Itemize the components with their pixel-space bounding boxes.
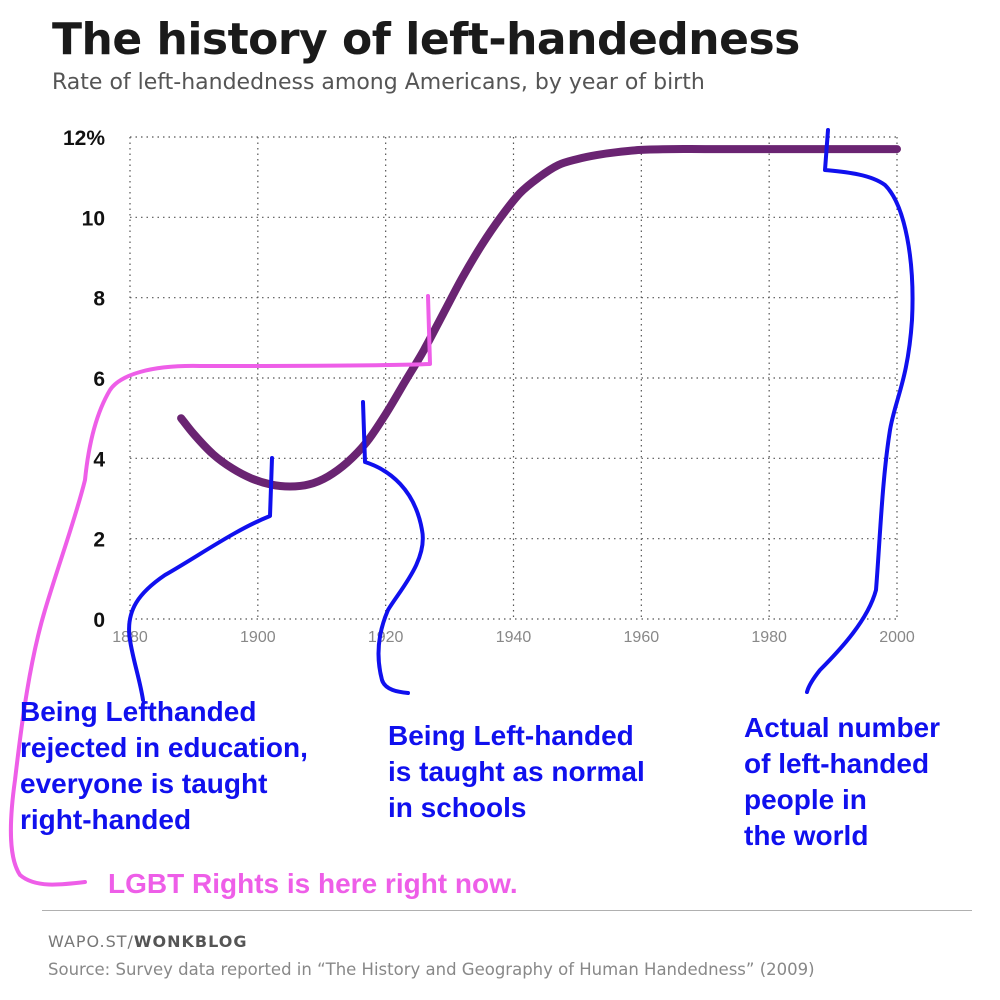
x-axis-tick-labels: 1880 1900 1920 1940 1960 1980 2000 (112, 629, 915, 646)
x-tick-label: 1900 (240, 629, 276, 646)
footer-credit: WAPO.ST/WONKBLOG (48, 932, 247, 951)
x-tick-label: 1980 (751, 629, 787, 646)
footer-divider (42, 910, 972, 911)
blue-bracket-normal (361, 400, 425, 695)
y-tick-label: 2 (93, 529, 105, 552)
x-tick-label: 1920 (368, 629, 404, 646)
annotation-rejected-line: everyone is taught (20, 768, 268, 799)
y-tick-label: 8 (93, 288, 105, 311)
annotation-actual-line: the world (744, 820, 869, 851)
credit-bold: WONKBLOG (133, 932, 248, 951)
series-line (177, 145, 901, 491)
blue-bracket-actual (805, 128, 915, 694)
y-tick-label: 6 (93, 368, 105, 391)
annotation-rejected: Being Lefthanded rejected in education, … (20, 694, 308, 838)
annotation-actual: Actual number of left-handed people in t… (744, 710, 940, 854)
annotation-normal: Being Left-handed is taught as normal in… (388, 718, 645, 826)
annotation-lgbt: LGBT Rights is here right now. (108, 868, 518, 899)
annotation-rejected-line: Being Lefthanded (20, 696, 257, 727)
annotation-rejected-line: right-handed (20, 804, 192, 835)
x-tick-label: 1940 (496, 629, 532, 646)
x-tick-label: 2000 (879, 629, 915, 646)
hand-drawn-marks (8, 128, 915, 887)
chart-subtitle: Rate of left-handedness among Americans,… (52, 70, 705, 95)
annotation-rejected-line: rejected in education, (20, 732, 308, 763)
annotation-actual-line: people in (744, 784, 867, 815)
y-tick-label: 12% (63, 127, 105, 150)
pink-bracket-lgbt (8, 294, 432, 887)
y-tick-label: 10 (82, 207, 105, 230)
annotation-normal-line: Being Left-handed (388, 720, 634, 751)
y-tick-label: 4 (93, 448, 105, 471)
annotation-actual-line: Actual number (744, 712, 941, 743)
annotation-normal-line: is taught as normal (388, 756, 645, 787)
blue-bracket-rejected (127, 456, 274, 702)
y-axis-tick-labels: 0 2 4 6 8 10 12% (63, 127, 105, 632)
chart-grid (129, 136, 898, 620)
y-tick-label: 0 (93, 609, 105, 632)
credit-prefix: WAPO.ST/ (48, 932, 134, 951)
footer-source: Source: Survey data reported in “The His… (48, 960, 815, 979)
annotation-normal-line: in schools (388, 792, 527, 823)
chart-title: The history of left-handedness (52, 14, 800, 65)
annotation-actual-line: of left-handed (744, 748, 930, 779)
x-tick-label: 1960 (624, 629, 660, 646)
